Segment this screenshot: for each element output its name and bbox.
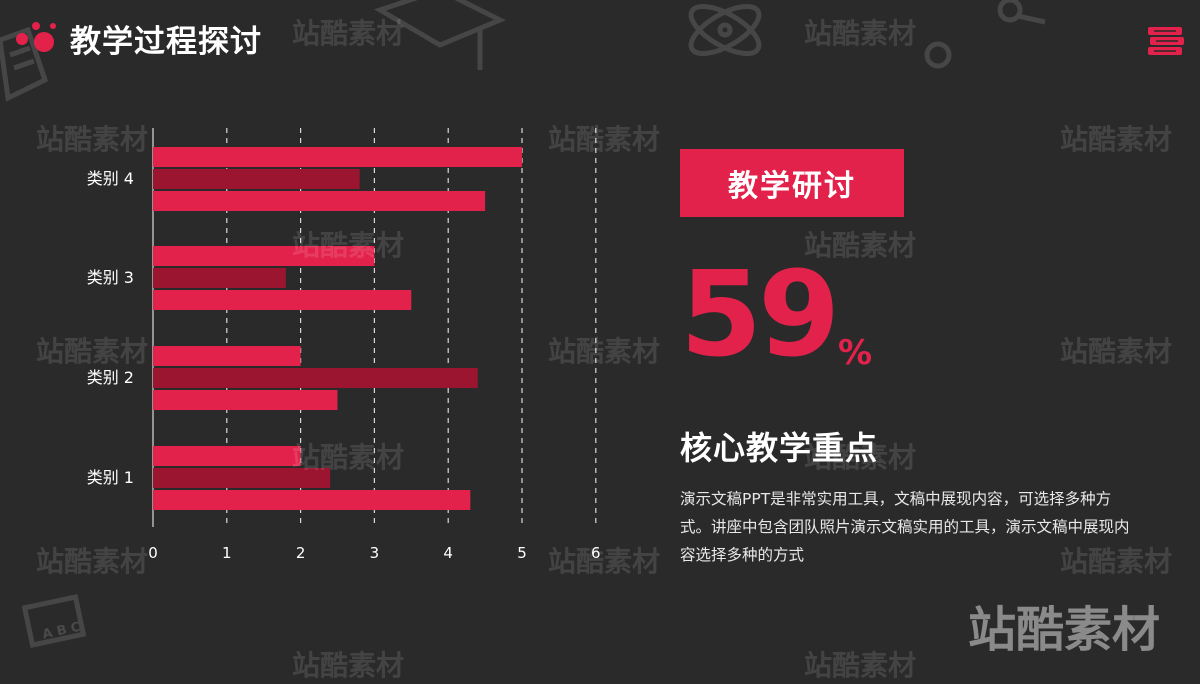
watermark: 站酷素材: [292, 229, 405, 262]
watermark: 站酷素材: [804, 229, 917, 262]
watermark: 站酷素材: [804, 441, 917, 474]
watermark: 站酷素材: [548, 335, 661, 368]
watermark: 站酷素材: [292, 17, 405, 50]
watermark: 站酷素材: [1060, 335, 1173, 368]
bar: [153, 246, 375, 266]
graduation-cap-icon: [373, 0, 507, 70]
watermark: 站酷素材: [36, 335, 149, 368]
stacked-books-icon[interactable]: [1146, 24, 1186, 58]
bar: [153, 446, 301, 466]
watermark: 站酷素材: [36, 123, 149, 156]
x-tick-label: 3: [370, 544, 380, 562]
x-tick-label: 6: [591, 544, 601, 562]
watermark: 站酷素材: [1060, 123, 1173, 156]
bar: [153, 368, 478, 388]
ring-icon: [924, 41, 952, 69]
watermark: 站酷素材: [804, 649, 917, 682]
category-label: 类别 2: [87, 368, 134, 387]
bar: [153, 191, 486, 211]
watermark: 站酷素材: [548, 123, 661, 156]
bar: [153, 290, 412, 310]
x-tick-label: 4: [443, 544, 453, 562]
page-title: 教学过程探讨: [70, 24, 262, 60]
description-text: 演示文稿PPT是非常实用工具，文稿中展现内容，可选择多种方式。讲座中包含团队照片…: [680, 490, 1130, 564]
badge-label: 教学研讨: [728, 169, 856, 204]
watermark: 站酷素材: [1060, 545, 1173, 578]
category-label: 类别 1: [87, 468, 134, 487]
badge: 教学研讨: [680, 149, 904, 217]
bar: [153, 169, 360, 189]
category-label: 类别 4: [87, 169, 134, 188]
bar: [153, 468, 331, 488]
percent-value: 59: [680, 245, 840, 383]
abc-board-icon: [21, 594, 87, 648]
x-tick-label: 2: [296, 544, 306, 562]
bar-chart: 0 1 2 3 4 5 6 类别 1 类别 2 类别 3 类别 4: [87, 128, 601, 562]
bar: [153, 268, 286, 288]
x-tick-label: 1: [222, 544, 232, 562]
bar: [153, 147, 522, 167]
percent-sign: %: [838, 333, 873, 373]
watermark: 站酷素材: [292, 649, 405, 682]
notebook-icon: [0, 26, 49, 102]
x-tick-label: 5: [517, 544, 527, 562]
x-tick-label: 0: [148, 544, 158, 562]
key-icon: [997, 0, 1046, 25]
watermark: 站酷素材: [804, 17, 917, 50]
watermark-large: 站酷素材: [968, 602, 1161, 658]
atom-icon: [688, 3, 762, 57]
watermark: 站酷素材: [36, 545, 149, 578]
category-label: 类别 3: [87, 268, 134, 287]
three-dots-logo-icon: [16, 22, 56, 52]
bar: [153, 490, 471, 510]
bar: [153, 346, 301, 366]
bar: [153, 390, 338, 410]
section-subtitle: 核心教学重点: [680, 429, 879, 467]
watermark: 站酷素材: [548, 545, 661, 578]
watermark: 站酷素材: [292, 441, 405, 474]
